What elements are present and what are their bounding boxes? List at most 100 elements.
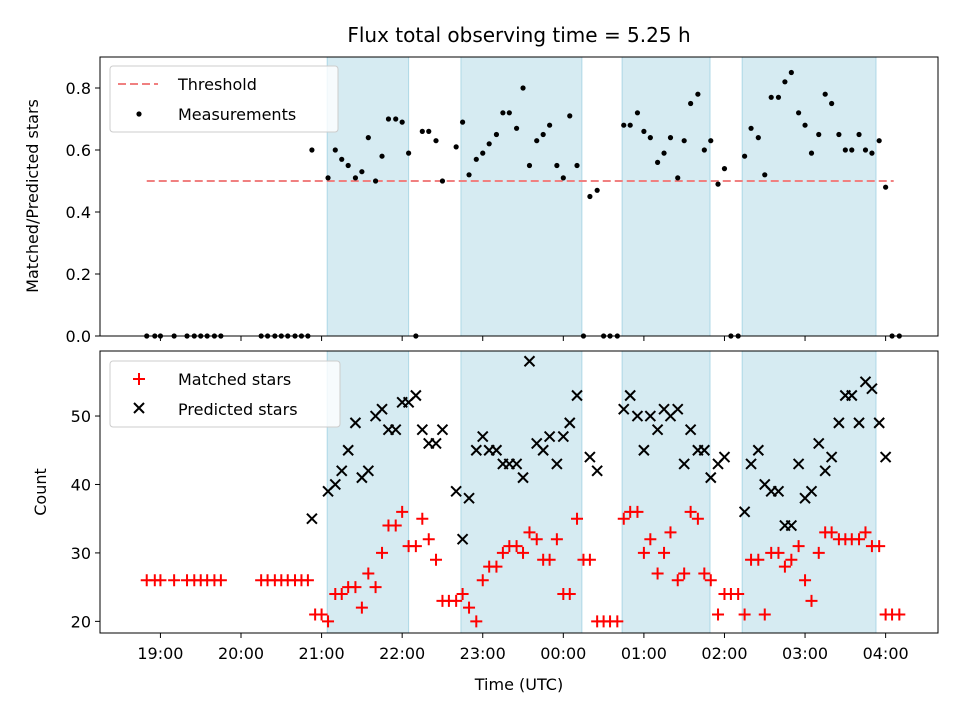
predicted-stars-point-3 <box>336 465 348 477</box>
predicted-stars-point-68 <box>819 465 831 477</box>
matched-stars-point-2 <box>154 574 167 587</box>
measurements-point-92 <box>822 91 828 97</box>
measurements-point-33 <box>419 128 425 134</box>
matched-stars-point-87 <box>772 546 785 559</box>
x-tick-label: 20:00 <box>218 644 264 663</box>
bottom-legend-box <box>109 360 341 428</box>
measurements-point-100 <box>876 138 882 144</box>
x-tick-label: 02:00 <box>701 644 747 663</box>
bottom-axis-ticks: 19:00 20:00 21:00 22:00 23:00 00:00 01:00 02:00… <box>71 407 909 663</box>
measurements-point-80 <box>742 153 748 159</box>
predicted-stars-point-52 <box>698 444 711 456</box>
measurements-point-22 <box>345 162 351 169</box>
matched-stars-point-88 <box>778 560 791 573</box>
measurements-point-42 <box>486 141 492 147</box>
predicted-stars-point-50 <box>684 424 697 436</box>
measurements-point-57 <box>587 193 593 200</box>
matched-stars-point-92 <box>805 594 818 607</box>
x-tick-label: 23:00 <box>460 644 506 663</box>
matched-stars-point-100 <box>859 526 872 539</box>
predicted-stars-point-45 <box>651 424 664 436</box>
matched-stars-point-85 <box>758 608 771 621</box>
matched-stars-point-34 <box>416 512 429 525</box>
predicted-stars-point-77 <box>879 451 892 463</box>
predicted-stars-point-35 <box>557 430 570 443</box>
predicted-stars-point-5 <box>349 417 362 429</box>
predicted-stars-point-73 <box>853 417 865 429</box>
measurements-point-54 <box>567 113 573 119</box>
measurements-point-69 <box>667 135 674 141</box>
measurements-point-98 <box>862 147 869 153</box>
matched-stars-point-84 <box>752 553 765 566</box>
measurements-point-55 <box>574 162 580 169</box>
matched-stars-point-72 <box>671 574 684 587</box>
measurements-point-52 <box>554 162 560 169</box>
bottom-legend: Matched stars Predicted stars <box>109 360 341 428</box>
bottom-y-axis-label: Count <box>31 468 50 516</box>
matched-stars-point-42 <box>470 615 483 628</box>
measurements-point-51 <box>547 122 553 128</box>
predicted-stars-point-75 <box>866 382 878 395</box>
predicted-stars-point-42 <box>631 410 644 422</box>
measurements-point-28 <box>385 116 392 122</box>
matched-stars-point-54 <box>550 533 563 546</box>
legend-measurements-label: Measurements <box>178 105 296 124</box>
matched-stars-point-3 <box>168 574 181 587</box>
predicted-stars-point-28 <box>510 458 523 470</box>
predicted-stars-point-40 <box>618 403 630 415</box>
predicted-stars-point-17 <box>430 437 442 450</box>
bottom-y-tick-label: 50 <box>71 407 91 426</box>
measurements-point-58 <box>594 187 600 193</box>
matched-stars-point-51 <box>530 533 543 546</box>
matched-stars-point-91 <box>799 574 812 587</box>
x-tick-label: 03:00 <box>782 644 828 663</box>
predicted-stars-point-56 <box>738 506 751 518</box>
matched-stars-point-68 <box>644 533 657 546</box>
matched-stars-point-26 <box>362 567 375 580</box>
matched-stars-point-35 <box>422 533 435 546</box>
matched-stars-point-81 <box>732 587 745 600</box>
bottom-plot-frame <box>99 350 939 634</box>
measurements-point-46 <box>513 125 520 131</box>
measurements-point-62 <box>621 122 627 128</box>
predicted-stars-point-19 <box>450 485 462 498</box>
measurements-point-95 <box>842 147 848 153</box>
measurements-point-94 <box>836 131 842 138</box>
legend-predicted-label: Predicted stars <box>178 400 298 419</box>
predicted-stars-point-53 <box>705 471 717 484</box>
predicted-stars-point-30 <box>523 355 536 367</box>
measurements-point-90 <box>808 150 815 156</box>
matched-stars-point-75 <box>691 512 704 525</box>
x-tick-label: 04:00 <box>863 644 909 663</box>
measurements-point-65 <box>641 128 647 134</box>
bottom-shaded-interval-2 <box>621 350 711 634</box>
matched-stars-point-57 <box>571 512 584 525</box>
bottom-y-tick-label: 30 <box>71 544 91 563</box>
measurements-point-64 <box>634 110 641 116</box>
x-tick-label: 21:00 <box>299 644 345 663</box>
predicted-stars-point-11 <box>390 424 402 436</box>
measurements-point-96 <box>849 147 855 153</box>
measurements-point-44 <box>500 110 506 116</box>
matched-stars-point-28 <box>376 546 389 559</box>
legend-threshold-label: Threshold <box>177 75 257 94</box>
matched-stars-point-41 <box>463 601 476 614</box>
measurements-point-53 <box>560 175 566 181</box>
measurements-point-41 <box>480 150 486 156</box>
predicted-stars-point-4 <box>342 444 354 456</box>
measurements-point-43 <box>493 131 500 138</box>
matched-stars-point-25 <box>355 601 368 614</box>
legend-matched-label: Matched stars <box>178 370 291 389</box>
measurements-point-91 <box>816 131 822 138</box>
predicted-stars-point-38 <box>584 451 596 463</box>
predicted-stars-point-72 <box>846 389 858 402</box>
predicted-stars-point-18 <box>436 424 449 436</box>
matched-stars-point-99 <box>853 533 866 546</box>
matched-stars-point-53 <box>543 553 556 566</box>
predicted-stars-point-33 <box>543 430 556 443</box>
top-y-tick-label: 0.0 <box>66 327 91 346</box>
matched-stars-point-90 <box>792 540 805 553</box>
matched-stars-point-73 <box>678 567 691 580</box>
measurements-point-50 <box>540 131 546 138</box>
measurements-point-45 <box>506 110 512 116</box>
